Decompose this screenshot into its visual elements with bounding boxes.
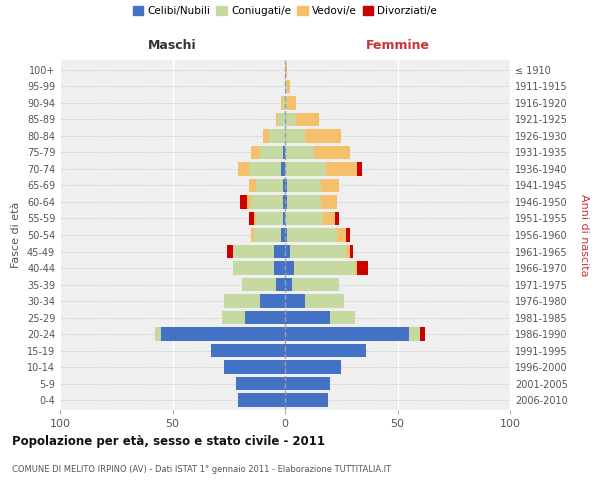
- Bar: [269, 130, 285, 142]
- Bar: [276, 113, 278, 126]
- Bar: [292, 278, 339, 291]
- Bar: [251, 196, 283, 208]
- Bar: [287, 80, 290, 93]
- Bar: [260, 294, 285, 308]
- Bar: [357, 162, 361, 175]
- Text: Femmine: Femmine: [365, 38, 430, 52]
- Bar: [285, 394, 328, 406]
- Bar: [285, 245, 290, 258]
- Bar: [330, 311, 355, 324]
- Bar: [285, 162, 325, 175]
- Bar: [254, 228, 281, 241]
- Bar: [227, 245, 233, 258]
- Y-axis label: Anni di nascita: Anni di nascita: [579, 194, 589, 276]
- Bar: [224, 360, 285, 374]
- Bar: [321, 179, 339, 192]
- Bar: [285, 377, 330, 390]
- Bar: [314, 146, 350, 159]
- Bar: [285, 96, 287, 110]
- Bar: [287, 179, 321, 192]
- Bar: [233, 245, 274, 258]
- Bar: [283, 96, 285, 110]
- Bar: [287, 228, 337, 241]
- Bar: [290, 245, 346, 258]
- Bar: [285, 130, 305, 142]
- Bar: [285, 311, 330, 324]
- Bar: [161, 328, 285, 340]
- Bar: [242, 278, 276, 291]
- Bar: [278, 113, 285, 126]
- Bar: [281, 96, 283, 110]
- Bar: [256, 179, 283, 192]
- Bar: [263, 130, 269, 142]
- Bar: [285, 344, 366, 357]
- Bar: [285, 328, 409, 340]
- Bar: [283, 212, 285, 225]
- Bar: [283, 179, 285, 192]
- Bar: [337, 228, 346, 241]
- Bar: [274, 245, 285, 258]
- Y-axis label: Fasce di età: Fasce di età: [11, 202, 21, 268]
- Bar: [285, 179, 287, 192]
- Bar: [285, 146, 314, 159]
- Bar: [281, 162, 285, 175]
- Bar: [254, 212, 256, 225]
- Bar: [285, 64, 287, 76]
- Bar: [222, 311, 245, 324]
- Bar: [285, 228, 287, 241]
- Bar: [325, 162, 357, 175]
- Bar: [355, 262, 357, 274]
- Text: COMUNE DI MELITO IRPINO (AV) - Dati ISTAT 1° gennaio 2011 - Elaborazione TUTTITA: COMUNE DI MELITO IRPINO (AV) - Dati ISTA…: [12, 465, 391, 474]
- Text: Maschi: Maschi: [148, 38, 197, 52]
- Bar: [420, 328, 425, 340]
- Bar: [256, 212, 283, 225]
- Bar: [296, 113, 319, 126]
- Bar: [285, 196, 287, 208]
- Bar: [251, 146, 260, 159]
- Bar: [247, 196, 251, 208]
- Bar: [283, 196, 285, 208]
- Bar: [305, 294, 343, 308]
- Bar: [240, 196, 247, 208]
- Bar: [276, 278, 285, 291]
- Bar: [346, 228, 350, 241]
- Legend: Celibi/Nubili, Coniugati/e, Vedovi/e, Divorziati/e: Celibi/Nubili, Coniugati/e, Vedovi/e, Di…: [128, 2, 442, 21]
- Bar: [335, 212, 339, 225]
- Bar: [155, 328, 161, 340]
- Bar: [285, 278, 292, 291]
- Bar: [251, 228, 254, 241]
- Bar: [357, 262, 368, 274]
- Bar: [235, 377, 285, 390]
- Bar: [305, 130, 341, 142]
- Bar: [245, 311, 285, 324]
- Bar: [249, 179, 256, 192]
- Bar: [323, 212, 335, 225]
- Bar: [238, 394, 285, 406]
- Bar: [285, 113, 296, 126]
- Bar: [211, 344, 285, 357]
- Bar: [409, 328, 420, 340]
- Bar: [233, 262, 274, 274]
- Bar: [287, 96, 296, 110]
- Bar: [285, 262, 294, 274]
- Bar: [249, 212, 254, 225]
- Bar: [249, 162, 281, 175]
- Bar: [287, 196, 321, 208]
- Bar: [283, 146, 285, 159]
- Bar: [238, 162, 249, 175]
- Bar: [350, 245, 353, 258]
- Bar: [294, 262, 355, 274]
- Bar: [260, 146, 283, 159]
- Bar: [281, 228, 285, 241]
- Text: Popolazione per età, sesso e stato civile - 2011: Popolazione per età, sesso e stato civil…: [12, 435, 325, 448]
- Bar: [285, 212, 323, 225]
- Bar: [285, 294, 305, 308]
- Bar: [285, 360, 341, 374]
- Bar: [321, 196, 337, 208]
- Bar: [274, 262, 285, 274]
- Bar: [346, 245, 350, 258]
- Bar: [224, 294, 260, 308]
- Bar: [285, 80, 287, 93]
